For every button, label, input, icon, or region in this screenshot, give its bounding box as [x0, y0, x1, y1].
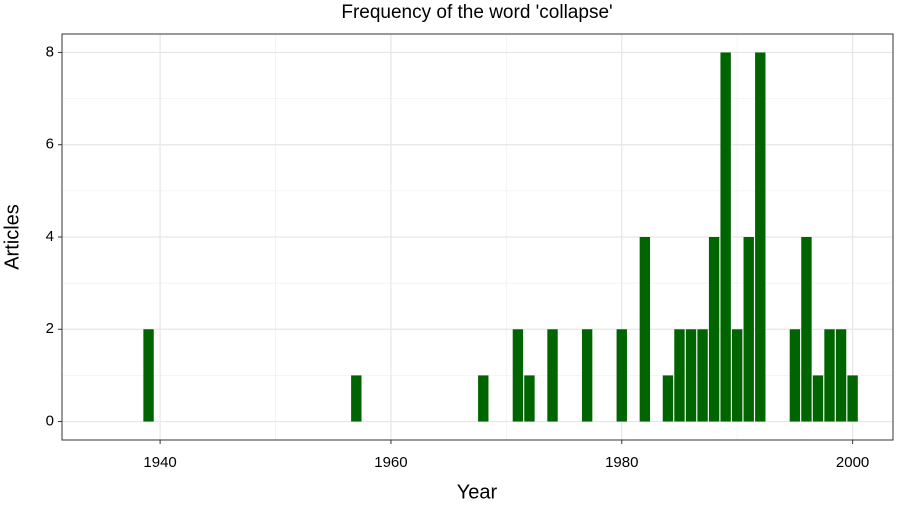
bar: [478, 375, 489, 422]
bar: [143, 329, 154, 422]
x-tick-label: 1960: [374, 454, 407, 471]
bar: [351, 375, 362, 422]
bar: [662, 375, 674, 422]
x-tick-label: 2000: [836, 454, 869, 471]
bar: [755, 52, 766, 422]
bar: [801, 237, 812, 422]
bar: [720, 52, 731, 422]
x-tick-label: 1980: [605, 454, 638, 471]
bar: [708, 237, 720, 422]
y-axis-label: Articles: [1, 204, 23, 270]
bar: [547, 329, 558, 422]
x-axis-label: Year: [457, 481, 498, 503]
bar: [824, 329, 835, 422]
bar: [812, 375, 824, 422]
bar: [685, 329, 697, 422]
chart-title: Frequency of the word 'collapse': [341, 2, 612, 23]
bar: [731, 329, 743, 422]
x-tick-label: 1940: [143, 454, 176, 471]
y-tick-label: 2: [46, 320, 54, 337]
bar: [639, 237, 651, 422]
bar: [697, 329, 708, 422]
y-tick-label: 0: [46, 413, 54, 430]
bar: [512, 329, 524, 422]
y-tick-label: 4: [46, 228, 54, 245]
bar: [743, 237, 754, 422]
plot-border: [61, 33, 894, 441]
bar: [789, 329, 801, 422]
bar: [847, 375, 858, 422]
bar: [835, 329, 847, 422]
bar: [616, 329, 627, 422]
y-tick-label: 6: [46, 136, 54, 153]
y-tick-label: 8: [46, 43, 54, 60]
bar: [581, 329, 593, 422]
bar: [674, 329, 685, 422]
bar: [524, 375, 535, 422]
